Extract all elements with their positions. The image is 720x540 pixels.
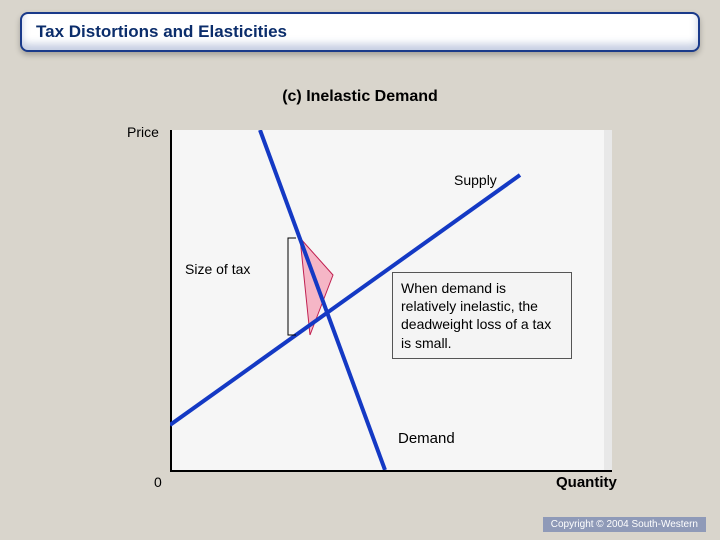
size-of-tax-label: Size of tax: [185, 261, 250, 277]
supply-label: Supply: [454, 172, 497, 188]
demand-label: Demand: [398, 430, 455, 447]
slide-title: Tax Distortions and Elasticities: [36, 22, 287, 42]
annotation-box: When demand is relatively inelastic, the…: [392, 272, 572, 359]
x-axis-label: Quantity: [556, 474, 617, 491]
panel-subtitle: (c) Inelastic Demand: [0, 88, 720, 106]
copyright-notice: Copyright © 2004 South-Western: [543, 517, 706, 532]
y-axis-label: Price: [127, 124, 159, 140]
origin-label: 0: [154, 474, 162, 490]
slide-title-bar: Tax Distortions and Elasticities: [20, 12, 700, 52]
